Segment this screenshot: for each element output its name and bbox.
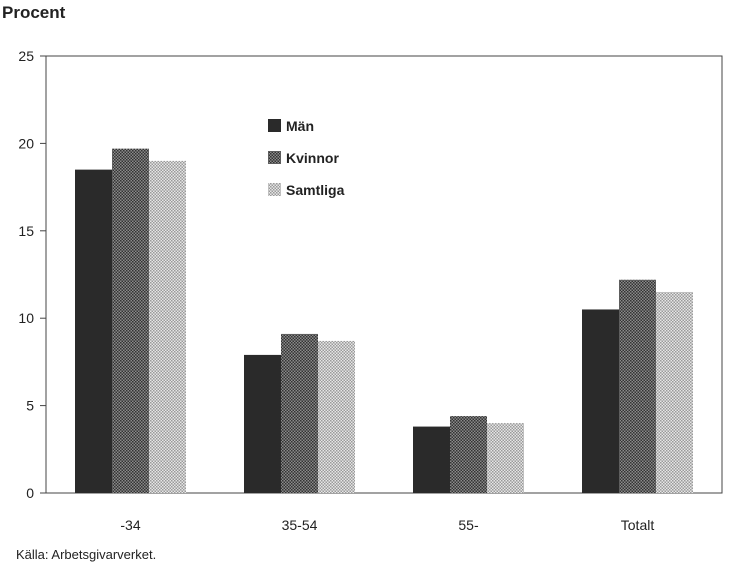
plot-frame	[45, 55, 723, 494]
chart-title: Procent	[2, 3, 66, 22]
y-tick-label: 5	[26, 398, 34, 414]
x-tick-label: -34	[120, 517, 140, 533]
bar-samtliga-2	[318, 340, 355, 493]
legend-swatch-samtliga	[268, 183, 281, 196]
legend-label: Män	[286, 118, 314, 134]
y-tick-label: 25	[18, 48, 34, 64]
bar-män-2	[244, 354, 281, 493]
bar-kvinnor-2	[281, 333, 318, 493]
y-tick-label: 0	[26, 485, 34, 501]
y-tick-label: 20	[18, 135, 34, 151]
legend-label: Samtliga	[286, 182, 345, 198]
bars-group	[75, 148, 693, 494]
y-tick-label: 15	[18, 223, 34, 239]
y-axis: 0 5 10 15 20 25	[18, 48, 46, 501]
legend-swatch-män	[268, 119, 281, 132]
bar-samtliga-3	[487, 423, 524, 493]
bar-kvinnor-1	[112, 148, 149, 494]
legend-label: Kvinnor	[286, 150, 339, 166]
bar-män-4	[582, 309, 619, 493]
x-tick-label: Totalt	[621, 517, 655, 533]
bar-män-3	[413, 426, 450, 493]
bar-män-1	[75, 169, 112, 493]
legend: Män Kvinnor Samtliga	[268, 118, 345, 198]
source-note: Källa: Arbetsgivarverket.	[16, 547, 156, 562]
bar-samtliga-1	[149, 160, 186, 493]
bar-kvinnor-4	[619, 279, 656, 493]
x-tick-label: 55-	[458, 517, 479, 533]
x-axis: -34 35-54 55- Totalt	[120, 517, 654, 533]
bar-samtliga-4	[656, 291, 693, 493]
bar-kvinnor-3	[450, 416, 487, 493]
y-tick-label: 10	[18, 310, 34, 326]
x-tick-label: 35-54	[282, 517, 318, 533]
legend-swatch-kvinnor	[268, 151, 281, 164]
